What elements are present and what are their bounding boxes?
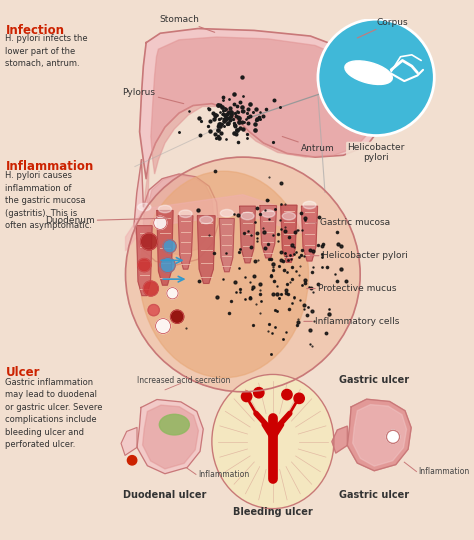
Ellipse shape xyxy=(282,212,295,220)
Ellipse shape xyxy=(345,61,392,84)
Text: Inflammation: Inflammation xyxy=(198,470,249,479)
Circle shape xyxy=(318,19,434,136)
Text: Duodenal ulcer: Duodenal ulcer xyxy=(123,490,207,500)
Polygon shape xyxy=(126,195,313,251)
Ellipse shape xyxy=(159,414,189,435)
Polygon shape xyxy=(281,205,297,262)
Ellipse shape xyxy=(262,210,275,217)
Ellipse shape xyxy=(158,205,172,213)
Polygon shape xyxy=(151,37,374,174)
Polygon shape xyxy=(347,399,411,471)
Ellipse shape xyxy=(220,210,234,217)
Circle shape xyxy=(163,240,176,253)
Polygon shape xyxy=(140,29,385,179)
Circle shape xyxy=(241,392,252,402)
Text: Inflammation: Inflammation xyxy=(5,160,94,173)
Polygon shape xyxy=(157,211,173,285)
Polygon shape xyxy=(197,216,215,284)
Circle shape xyxy=(138,259,151,272)
Text: Gastric ulcer: Gastric ulcer xyxy=(339,375,410,386)
Text: H. pylori causes
inflammation of
the gastric mucosa
(gastritis). This is
often a: H. pylori causes inflammation of the gas… xyxy=(5,171,92,230)
Circle shape xyxy=(128,456,137,465)
Polygon shape xyxy=(260,206,276,258)
Text: Antrum: Antrum xyxy=(282,137,335,153)
Text: Helicobacter
pylori: Helicobacter pylori xyxy=(347,143,405,163)
Circle shape xyxy=(140,233,157,250)
Text: Stomach: Stomach xyxy=(159,15,215,32)
Circle shape xyxy=(154,216,167,229)
Circle shape xyxy=(143,281,158,296)
Ellipse shape xyxy=(212,374,334,509)
Polygon shape xyxy=(301,206,318,261)
Text: Gastric inflammation
may lead to duodenal
or gastric ulcer. Severe
complications: Gastric inflammation may lead to duodena… xyxy=(5,377,103,449)
Polygon shape xyxy=(143,165,214,255)
Text: Gastric ulcer: Gastric ulcer xyxy=(339,490,410,500)
Polygon shape xyxy=(134,160,219,265)
Text: Corpus: Corpus xyxy=(357,18,408,38)
Text: Protective mucus: Protective mucus xyxy=(307,284,396,293)
Circle shape xyxy=(126,157,360,392)
Polygon shape xyxy=(121,428,137,455)
Text: Pylorus: Pylorus xyxy=(123,88,184,104)
Ellipse shape xyxy=(241,212,254,220)
Text: Gastric mucosa: Gastric mucosa xyxy=(309,218,390,227)
Ellipse shape xyxy=(200,216,213,224)
Circle shape xyxy=(386,430,400,443)
Polygon shape xyxy=(240,206,255,263)
Text: Bleeding ulcer: Bleeding ulcer xyxy=(233,507,313,517)
Polygon shape xyxy=(137,226,152,296)
Polygon shape xyxy=(143,405,199,469)
Circle shape xyxy=(167,288,178,299)
Text: Infection: Infection xyxy=(5,24,64,37)
Polygon shape xyxy=(178,216,193,269)
Polygon shape xyxy=(219,219,234,272)
Text: Increased acid secretion: Increased acid secretion xyxy=(137,376,230,386)
Ellipse shape xyxy=(179,210,192,218)
Polygon shape xyxy=(137,400,203,474)
Circle shape xyxy=(148,305,159,316)
Polygon shape xyxy=(332,426,347,453)
Circle shape xyxy=(155,319,171,334)
Ellipse shape xyxy=(138,204,151,211)
Text: H. pylori infects the
lower part of the
stomach, antrum.: H. pylori infects the lower part of the … xyxy=(5,34,88,68)
Circle shape xyxy=(282,389,292,400)
Circle shape xyxy=(160,258,175,273)
Text: Inflammation: Inflammation xyxy=(419,467,470,476)
Text: Helicobacter pylori: Helicobacter pylori xyxy=(310,251,408,260)
Circle shape xyxy=(254,388,264,398)
Text: Duodenum: Duodenum xyxy=(45,217,168,226)
Circle shape xyxy=(171,310,184,323)
Polygon shape xyxy=(353,404,407,466)
Ellipse shape xyxy=(303,201,316,209)
Text: Inflammatory cells: Inflammatory cells xyxy=(304,317,400,326)
Text: Ulcer: Ulcer xyxy=(5,367,40,380)
Circle shape xyxy=(386,430,400,443)
Ellipse shape xyxy=(140,171,309,377)
Circle shape xyxy=(294,393,304,403)
